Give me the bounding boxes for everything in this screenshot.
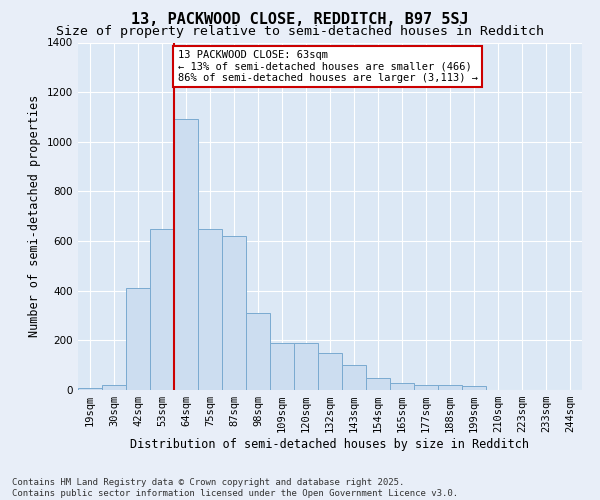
- Text: 13, PACKWOOD CLOSE, REDDITCH, B97 5SJ: 13, PACKWOOD CLOSE, REDDITCH, B97 5SJ: [131, 12, 469, 28]
- Bar: [318, 353, 342, 390]
- Bar: [414, 385, 438, 390]
- Bar: [198, 228, 222, 390]
- Text: 13 PACKWOOD CLOSE: 63sqm
← 13% of semi-detached houses are smaller (466)
86% of : 13 PACKWOOD CLOSE: 63sqm ← 13% of semi-d…: [178, 50, 478, 83]
- X-axis label: Distribution of semi-detached houses by size in Redditch: Distribution of semi-detached houses by …: [131, 438, 530, 451]
- Text: Size of property relative to semi-detached houses in Redditch: Size of property relative to semi-detach…: [56, 25, 544, 38]
- Bar: [78, 388, 102, 390]
- Bar: [102, 385, 126, 390]
- Bar: [150, 228, 174, 390]
- Bar: [294, 343, 318, 390]
- Bar: [438, 385, 462, 390]
- Bar: [342, 365, 366, 390]
- Bar: [126, 288, 150, 390]
- Bar: [270, 343, 294, 390]
- Bar: [174, 120, 198, 390]
- Y-axis label: Number of semi-detached properties: Number of semi-detached properties: [28, 95, 41, 338]
- Bar: [462, 386, 486, 390]
- Text: Contains HM Land Registry data © Crown copyright and database right 2025.
Contai: Contains HM Land Registry data © Crown c…: [12, 478, 458, 498]
- Bar: [246, 313, 270, 390]
- Bar: [366, 378, 390, 390]
- Bar: [390, 382, 414, 390]
- Bar: [222, 236, 246, 390]
